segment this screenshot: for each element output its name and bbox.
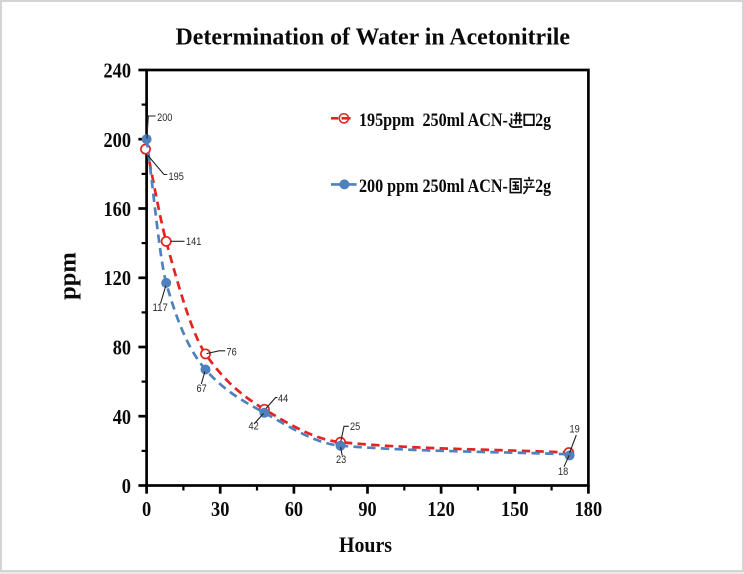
svg-text:ppm: ppm xyxy=(55,252,82,300)
svg-text:141: 141 xyxy=(186,236,201,248)
svg-text:42: 42 xyxy=(249,421,259,433)
svg-text:117: 117 xyxy=(153,302,168,314)
svg-text:40: 40 xyxy=(113,406,131,429)
svg-text:Hours: Hours xyxy=(339,532,392,557)
svg-text:120: 120 xyxy=(427,498,455,521)
svg-text:80: 80 xyxy=(113,337,131,360)
svg-text:150: 150 xyxy=(501,498,529,521)
svg-text:67: 67 xyxy=(197,383,207,395)
svg-text:23: 23 xyxy=(336,454,346,466)
svg-text:18: 18 xyxy=(558,466,568,478)
svg-text:44: 44 xyxy=(278,393,288,405)
svg-text:30: 30 xyxy=(211,498,229,521)
svg-text:Determination of Water in Acet: Determination of Water in Acetonitrile xyxy=(176,24,571,50)
svg-text:19: 19 xyxy=(570,423,580,435)
svg-text:0: 0 xyxy=(142,498,151,521)
svg-text:2g: 2g xyxy=(535,176,551,197)
svg-text:200: 200 xyxy=(104,129,132,152)
svg-text:0: 0 xyxy=(122,475,131,498)
svg-text:180: 180 xyxy=(575,498,603,521)
svg-text:160: 160 xyxy=(104,198,132,221)
svg-text:195ppm 250ml ACN-: 195ppm 250ml ACN- xyxy=(359,110,508,131)
svg-text:2g: 2g xyxy=(535,110,551,131)
svg-text:60: 60 xyxy=(285,498,303,521)
svg-text:90: 90 xyxy=(358,498,376,521)
svg-text:195: 195 xyxy=(169,171,184,183)
svg-text:200: 200 xyxy=(157,112,172,124)
svg-text:76: 76 xyxy=(227,346,237,358)
svg-text:200 ppm 250ml ACN-: 200 ppm 250ml ACN- xyxy=(359,176,508,197)
svg-text:25: 25 xyxy=(350,421,360,433)
svg-text:240: 240 xyxy=(104,60,132,83)
svg-text:120: 120 xyxy=(104,267,132,290)
